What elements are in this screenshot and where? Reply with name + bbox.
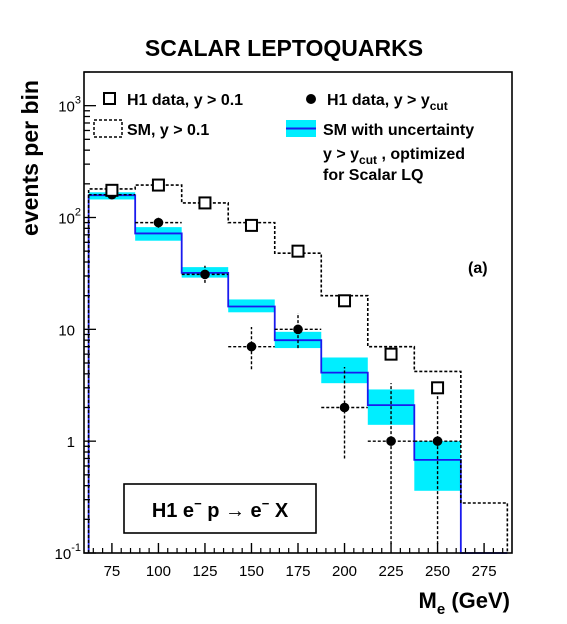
process-box: H1 e− p → e− X (123, 483, 317, 534)
data-cut-point (246, 341, 257, 352)
legend: H1 data, y > 0.1 H1 data, y > ycut SM, y… (93, 92, 474, 184)
data-open-point (198, 196, 212, 210)
legend-label-data-cut: H1 data, y > ycut (327, 92, 448, 113)
legend-label-sm-band: SM with uncertainty (323, 122, 474, 139)
legend-label-data-cut-main: H1 data, y > y (327, 92, 430, 109)
x-axis-label-unit: (GeV) (445, 588, 510, 613)
data-cut-point (293, 324, 303, 335)
x-tick-label: 225 (379, 563, 404, 580)
x-tick-label: 250 (425, 563, 450, 580)
y-tick-label-exponent: 3 (75, 95, 81, 107)
data-cut-point (153, 217, 164, 228)
process-part-3-sup: − (262, 496, 270, 511)
y-tick-label: 10 (58, 322, 75, 339)
data-open-point (244, 218, 258, 232)
process-box-text: H1 e− p → e− X (152, 496, 289, 522)
legend-label-data-cut-sub: cut (430, 99, 448, 113)
legend-filled-circle-marker (306, 94, 316, 104)
process-part-0: H1 e (152, 500, 194, 522)
legend-dashed-box-marker (93, 119, 123, 138)
y-tick-label-base: 10 (55, 546, 72, 563)
x-axis-label: Me (GeV) (419, 588, 510, 618)
sm-cut-histogram-line (87, 194, 508, 554)
legend-label-sm-band-line3: for Scalar LQ (323, 167, 423, 184)
x-tick-label: 200 (332, 563, 357, 580)
process-part-2: → (225, 500, 245, 522)
y-tick-label-exponent: -1 (71, 542, 81, 554)
data-open-point (151, 178, 165, 192)
x-tick-label: 275 (472, 563, 497, 580)
legend-label-sm-band-line2-main: y > y (323, 146, 359, 163)
x-tick-label: 100 (146, 563, 171, 580)
data-cut-point (386, 436, 396, 446)
data-open-point (291, 244, 305, 258)
x-tick-label: 150 (239, 563, 264, 580)
data-open-point (431, 381, 445, 395)
process-part-1: p (202, 500, 225, 522)
chart-title: SCALAR LEPTOQUARKS (145, 35, 423, 61)
y-tick-label: 1 (67, 434, 75, 451)
data-cut-point (339, 402, 350, 413)
legend-label-sm: SM, y > 0.1 (127, 122, 209, 139)
y-tick-label-base: 1 (67, 434, 75, 451)
legend-open-square-marker (103, 92, 116, 105)
legend-label-sm-band-line2: y > ycut , optimized (323, 146, 465, 167)
x-axis-label-sub: e (437, 601, 445, 618)
y-tick-label-base: 10 (58, 322, 75, 339)
sm-band-bin (321, 357, 368, 384)
data-open-point (105, 183, 119, 197)
x-axis-label-main: M (419, 588, 437, 613)
process-part-4: X (269, 500, 289, 522)
x-tick-label: 175 (285, 563, 310, 580)
y-tick-label: 103 (58, 95, 81, 116)
process-part-3: e (245, 500, 262, 522)
data-points-layer (88, 178, 461, 545)
y-tick-label-base: 10 (58, 210, 75, 227)
y-tick-label: 102 (58, 206, 81, 227)
y-tick-label-base: 10 (58, 99, 75, 116)
panel-label: (a) (468, 260, 488, 277)
legend-label-sm-band-line2-sub: cut (359, 153, 377, 167)
x-tick-label: 125 (192, 563, 217, 580)
legend-label-sm-band-line2-tail: , optimized (377, 146, 465, 163)
legend-label-data-open: H1 data, y > 0.1 (127, 92, 243, 109)
y-tick-label-exponent: 2 (75, 206, 81, 218)
data-open-point (338, 294, 352, 308)
process-part-0-sup: − (194, 496, 202, 511)
y-tick-label: 10-1 (55, 542, 81, 563)
data-open-point (384, 347, 398, 361)
data-cut-point (432, 436, 443, 446)
data-cut-point (200, 269, 210, 280)
x-tick-label: 75 (104, 563, 121, 580)
y-axis-label: events per bin (17, 80, 43, 236)
process-box-frame (123, 483, 317, 534)
